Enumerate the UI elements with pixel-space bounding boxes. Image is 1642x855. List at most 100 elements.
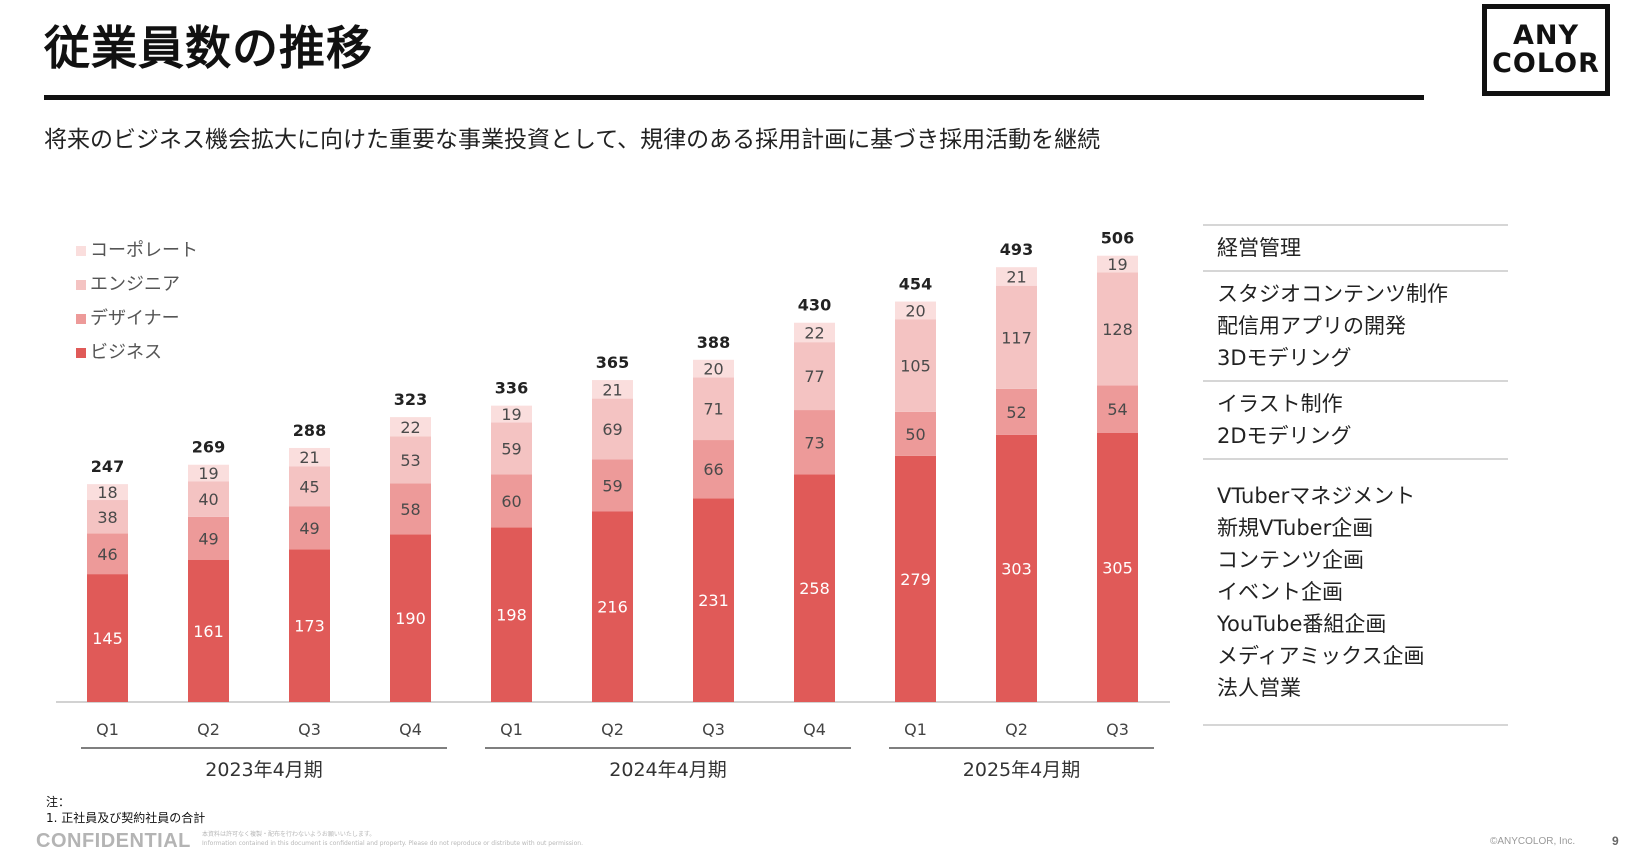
bar-segment [794, 342, 835, 411]
x-tick-label: Q1 [500, 720, 523, 739]
bar-segment [794, 322, 835, 343]
data-label: 77 [804, 367, 824, 386]
total-label: 323 [394, 390, 427, 409]
bar-segment [289, 447, 330, 467]
bar-segment [188, 559, 229, 702]
data-label: 117 [1001, 328, 1032, 347]
bar-segment [87, 484, 128, 501]
total-label: 336 [495, 379, 528, 398]
data-label: 19 [198, 464, 218, 483]
legend-label: エンジニア [90, 274, 180, 295]
data-label: 279 [900, 570, 931, 589]
role-item: 新規VTuber企画 [1217, 516, 1374, 540]
anycolor-logo: ANY COLOR [1482, 4, 1610, 96]
bar-segment [289, 466, 330, 507]
bar-segment [996, 434, 1037, 702]
data-label: 19 [501, 405, 521, 424]
data-label: 22 [804, 323, 824, 342]
bar-segment [592, 380, 633, 399]
legend-swatch [76, 246, 86, 256]
role-item: VTuberマネジメント [1217, 484, 1416, 508]
bar-segment [592, 459, 633, 512]
x-tick-label: Q2 [1005, 720, 1028, 739]
total-label: 365 [596, 353, 629, 372]
bar-segment [390, 483, 431, 535]
bar-segment [188, 481, 229, 517]
role-descriptions: 経営管理 スタジオコンテンツ制作 配信用アプリの開発 3Dモデリング イラスト制… [1203, 224, 1508, 726]
data-label: 69 [602, 420, 622, 439]
data-label: 173 [294, 617, 325, 636]
bar-segment [1097, 385, 1138, 433]
data-label: 60 [501, 492, 521, 511]
data-label: 52 [1006, 403, 1026, 422]
bar-segment [491, 405, 532, 423]
page-subtitle: 将来のビジネス機会拡大に向けた重要な事業投資として、規律のある採用計画に基づき採… [44, 127, 1101, 153]
data-label: 20 [703, 360, 723, 379]
role-item: スタジオコンテンツ制作 [1217, 282, 1448, 306]
data-label: 258 [799, 579, 830, 598]
total-label: 269 [192, 438, 225, 457]
bar-segment [289, 506, 330, 550]
bar-segment [693, 440, 734, 499]
bar-segment [87, 533, 128, 575]
group-label: 2025年4月期 [963, 759, 1080, 781]
disclaimer: 本資料は許可なく複製・配布を行わないようお願いいたします。 Informatio… [202, 830, 583, 848]
bar-segment [794, 474, 835, 702]
role-item: 経営管理 [1217, 236, 1301, 260]
data-label: 303 [1001, 559, 1032, 578]
page-number: 9 [1612, 834, 1619, 848]
x-tick-label: Q2 [601, 720, 624, 739]
total-label: 493 [1000, 240, 1033, 259]
role-item: メディアミックス企画 [1217, 644, 1425, 668]
bar-segment [895, 411, 936, 456]
logo-line-1: ANY [1512, 20, 1580, 51]
total-label: 247 [91, 457, 124, 476]
bar-segment [592, 398, 633, 460]
total-label: 288 [293, 421, 326, 440]
data-label: 49 [198, 529, 218, 548]
logo-line-2: COLOR [1492, 48, 1600, 79]
role-group-business: VTuberマネジメント 新規VTuber企画 コンテンツ企画 イベント企画 Y… [1203, 458, 1508, 726]
bar-segment [794, 410, 835, 475]
legend-label: デザイナー [90, 308, 180, 329]
data-label: 21 [602, 380, 622, 399]
data-label: 20 [905, 301, 925, 320]
legend-swatch [76, 348, 86, 358]
group-label: 2023年4月期 [205, 759, 322, 781]
bar-segment [390, 417, 431, 437]
data-label: 66 [703, 460, 723, 479]
bar-segment [693, 377, 734, 441]
role-item: 2Dモデリング [1217, 424, 1352, 448]
bar-segment [87, 500, 128, 534]
bar-segment [996, 285, 1037, 389]
page-title: 従業員数の推移 [44, 21, 373, 75]
data-label: 59 [501, 439, 521, 458]
bar-segment [693, 498, 734, 702]
role-item: イベント企画 [1217, 580, 1343, 604]
x-tick-label: Q4 [803, 720, 826, 739]
bar-segment [996, 388, 1037, 435]
data-label: 190 [395, 609, 426, 628]
role-item: 3Dモデリング [1217, 346, 1352, 370]
bar-segment [693, 359, 734, 378]
data-label: 231 [698, 591, 729, 610]
data-label: 73 [804, 433, 824, 452]
role-item: YouTube番組企画 [1217, 612, 1387, 636]
disclaimer-line-2: Information contained in this document i… [202, 840, 583, 847]
role-group-corporate: 経営管理 [1203, 224, 1508, 270]
data-label: 161 [193, 622, 224, 641]
bar-segment [895, 455, 936, 702]
bar-segment [996, 267, 1037, 286]
total-label: 506 [1101, 229, 1134, 248]
data-label: 145 [92, 629, 123, 648]
data-label: 40 [198, 490, 218, 509]
x-tick-label: Q1 [904, 720, 927, 739]
total-label: 454 [899, 275, 932, 294]
data-label: 71 [703, 400, 723, 419]
legend-label: コーポレート [90, 240, 198, 261]
group-label: 2024年4月期 [609, 759, 726, 781]
notes-heading: 注： [46, 795, 71, 809]
data-label: 53 [400, 451, 420, 470]
total-label: 388 [697, 333, 730, 352]
